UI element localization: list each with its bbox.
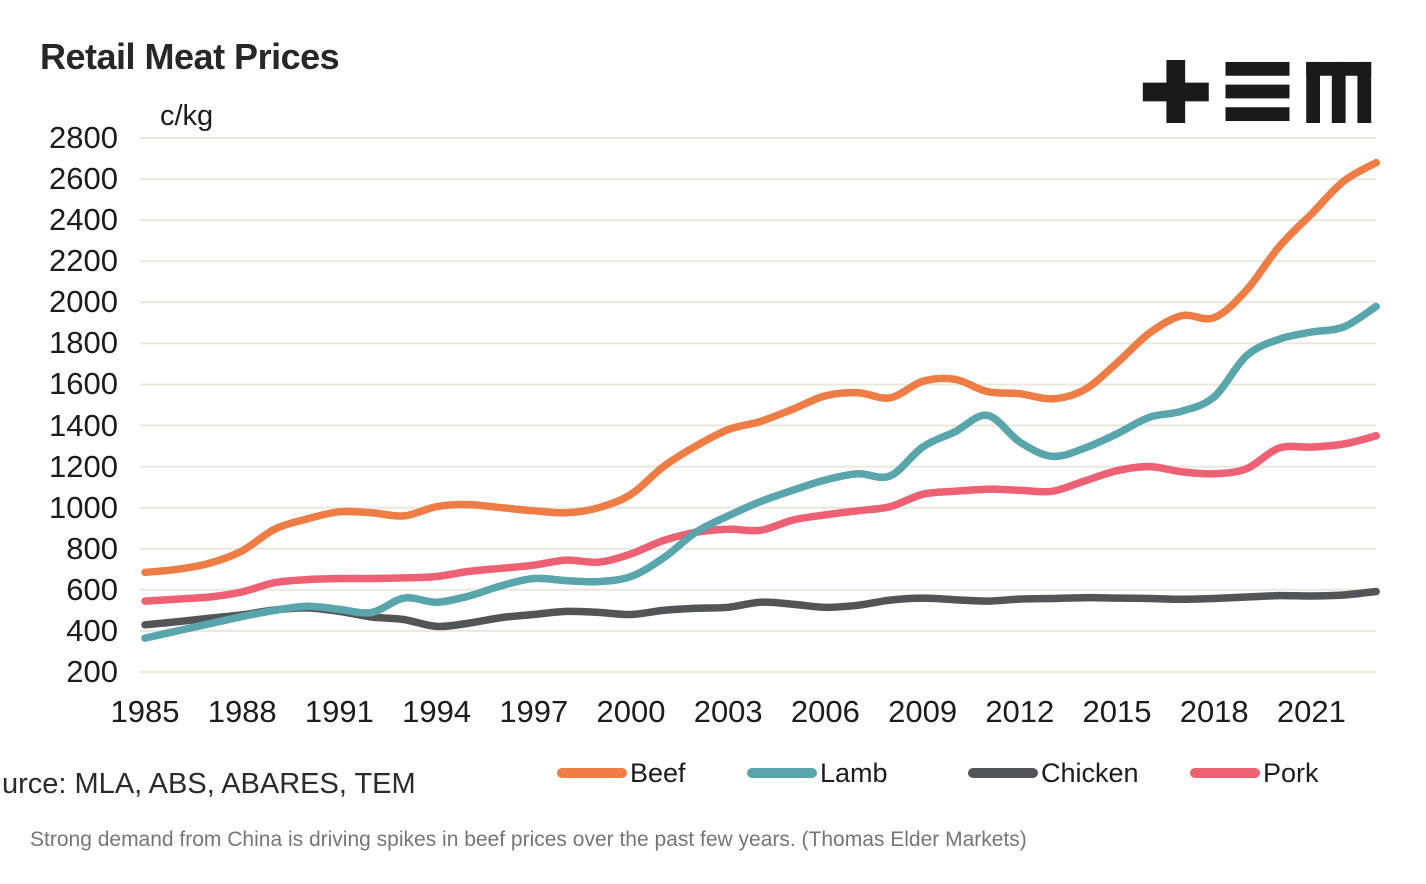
y-tick-label-1200: 1200 [49,448,118,484]
x-tick-label-2021: 2021 [1276,694,1346,729]
series-line-beef [141,158,1380,577]
series-line-lamb [141,302,1380,642]
x-tick-label-1991: 1991 [304,694,374,729]
x-tick-label-1994: 1994 [402,694,472,729]
y-tick-label-1600: 1600 [49,366,118,402]
y-axis-unit-label: c/kg [160,100,214,132]
legend-item-lamb: Lamb [747,753,888,793]
logo-plus-icon [1142,60,1209,123]
chart-title: Retail Meat Prices [40,36,340,77]
y-tick-label-600: 600 [66,571,118,607]
x-tick-label-1985: 1985 [110,694,180,729]
series-line-pork [141,432,1380,605]
x-tick-label-1988: 1988 [207,694,277,729]
y-tick-label-800: 800 [66,530,118,566]
legend-label-beef: Beef [630,757,686,788]
legend-label-lamb: Lamb [820,757,888,788]
x-tick-label-2003: 2003 [693,694,763,729]
legend-swatch-beef [557,768,627,778]
legend-label-chicken: Chicken [1041,757,1139,788]
x-tick-label-2012: 2012 [985,694,1055,729]
tem-logo [1142,60,1372,128]
legend-swatch-pork [1190,768,1260,778]
y-tick-label-2600: 2600 [49,161,118,197]
legend-item-beef: Beef [557,753,686,793]
y-tick-label-200: 200 [66,654,118,689]
legend-label-pork: Pork [1263,757,1319,788]
x-tick-label-1997: 1997 [499,694,569,729]
legend-item-pork: Pork [1190,753,1319,793]
source-text: urce: MLA, ABS, ABARES, TEM [2,768,416,800]
x-tick-label-2015: 2015 [1082,694,1152,729]
caption-text: Strong demand from China is driving spik… [30,828,1027,851]
x-tick-label-2018: 2018 [1179,694,1249,729]
y-tick-label-2400: 2400 [49,202,118,238]
y-tick-label-400: 400 [66,612,118,648]
logo-m-icon [1306,61,1372,123]
x-tick-label-2009: 2009 [888,694,958,729]
y-tick-label-1000: 1000 [49,489,118,525]
y-tick-label-2000: 2000 [49,284,118,320]
y-tick-label-1800: 1800 [49,325,118,361]
x-tick-label-2000: 2000 [596,694,666,729]
y-tick-label-2200: 2200 [49,243,118,279]
x-tick-label-2006: 2006 [790,694,860,729]
legend-swatch-lamb [747,768,817,778]
tem-logo-icon [1142,60,1372,123]
legend-item-chicken: Chicken [968,753,1139,793]
logo-bars-icon [1225,61,1290,122]
legend-swatch-chicken [968,768,1038,778]
y-tick-label-2800: 2800 [49,120,118,155]
y-tick-label-1400: 1400 [49,407,118,443]
